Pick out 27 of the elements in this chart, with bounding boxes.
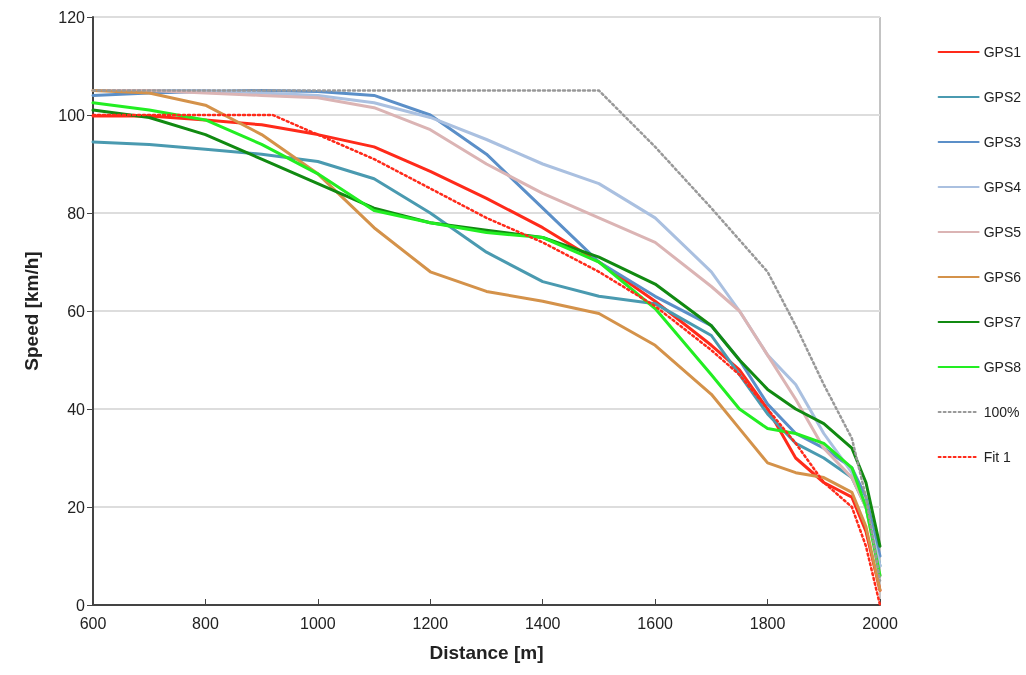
legend-label: GPS5 xyxy=(983,224,1022,240)
x-tick-label: 1800 xyxy=(749,614,786,632)
x-tick-label: 1600 xyxy=(637,614,674,632)
y-tick-label: 20 xyxy=(67,498,86,516)
x-tick-label: 600 xyxy=(79,614,107,632)
x-tick-label: 1000 xyxy=(300,614,336,632)
legend-label: GPS2 xyxy=(983,89,1022,105)
legend-label: 100% xyxy=(983,404,1020,420)
legend-label: GPS1 xyxy=(983,44,1022,60)
y-tick-label: 40 xyxy=(67,400,86,418)
legend-label: GPS6 xyxy=(983,269,1022,285)
x-tick-label: 1200 xyxy=(412,614,449,632)
y-tick-label: 100 xyxy=(58,106,86,124)
legend-label: GPS3 xyxy=(983,134,1022,150)
legend-label: GPS7 xyxy=(983,314,1022,330)
y-axis-title: Speed [km/h] xyxy=(21,251,42,371)
legend-label: GPS8 xyxy=(983,359,1022,375)
legend-label: Fit 1 xyxy=(983,449,1012,465)
y-tick-label: 60 xyxy=(67,302,86,320)
x-tick-label: 1400 xyxy=(524,614,561,632)
y-tick-label: 0 xyxy=(76,596,86,614)
x-tick-label: 800 xyxy=(192,614,219,632)
y-tick-label: 120 xyxy=(58,8,86,26)
x-axis-title: Distance [m] xyxy=(429,642,544,663)
y-tick-label: 80 xyxy=(67,204,86,222)
x-tick-label: 2000 xyxy=(862,614,898,632)
legend-label: GPS4 xyxy=(983,179,1022,195)
